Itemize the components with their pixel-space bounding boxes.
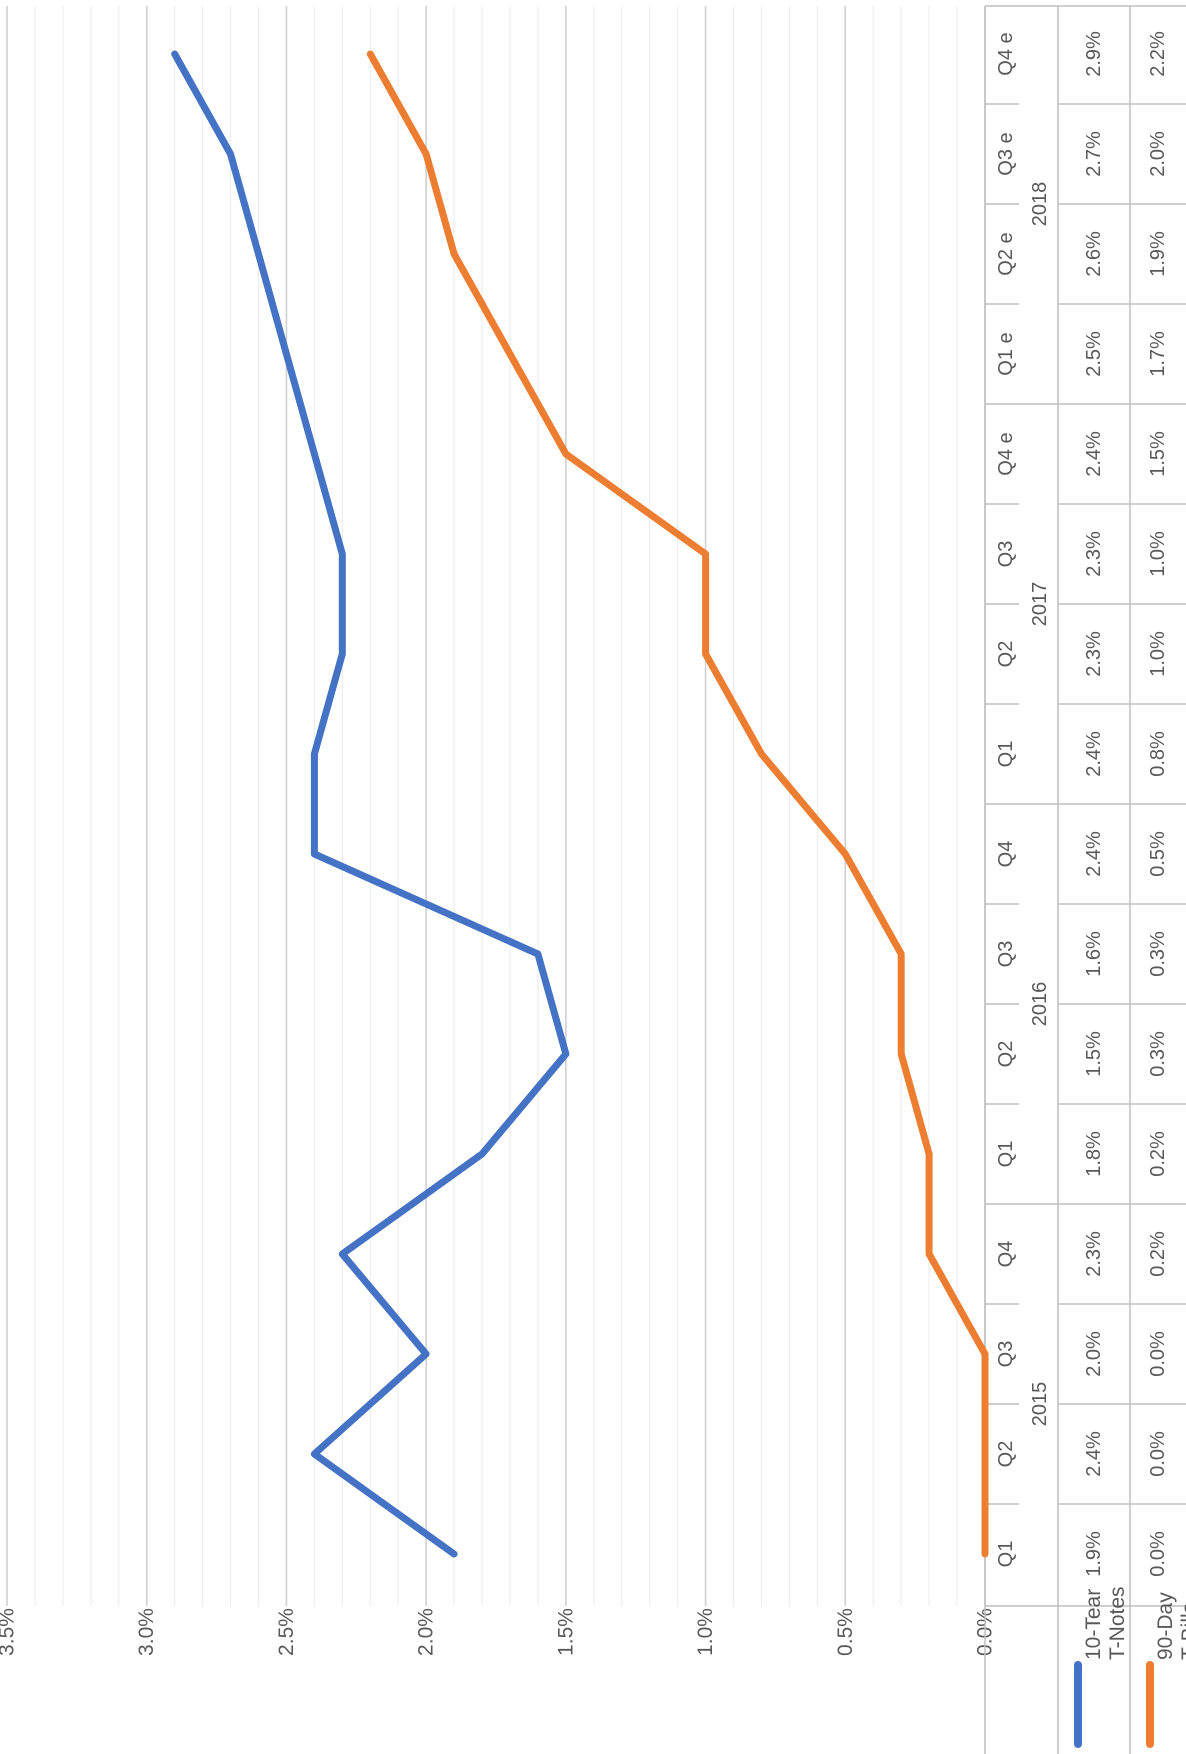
year-label: 2016 xyxy=(1029,982,1051,1027)
data-cell-value: 1.0% xyxy=(1147,631,1169,677)
legend-label-2: 90-DayT-Bills xyxy=(1154,1592,1186,1660)
data-cell-value: 0.8% xyxy=(1147,731,1169,777)
y-tick-label: 2.0% xyxy=(415,1608,438,1656)
category-label: Q4 xyxy=(995,841,1017,868)
year-label: 2017 xyxy=(1029,582,1051,627)
data-cell-value: 1.7% xyxy=(1147,331,1169,377)
category-label: Q1 xyxy=(995,1541,1017,1568)
data-cell-value: 2.4% xyxy=(1083,1431,1105,1477)
data-cell-value: 0.5% xyxy=(1147,831,1169,877)
data-cell-value: 0.2% xyxy=(1147,1131,1169,1177)
legend-label-line: T-Notes xyxy=(1106,1586,1129,1660)
data-cell-value: 0.3% xyxy=(1147,931,1169,977)
data-cell-value: 2.0% xyxy=(1147,131,1169,177)
category-label: Q3 xyxy=(995,541,1017,568)
data-cell-value: 1.8% xyxy=(1083,1131,1105,1177)
legend-label-line: 90-Day xyxy=(1154,1592,1177,1660)
legend-label-line: 10-Tear xyxy=(1082,1589,1105,1660)
category-label: Q2 xyxy=(995,1441,1017,1468)
data-cell-value: 1.6% xyxy=(1083,931,1105,977)
data-cell-value: 2.4% xyxy=(1083,831,1105,877)
category-label: Q3 xyxy=(995,1341,1017,1368)
y-tick-label: 1.0% xyxy=(694,1608,717,1656)
series-line-1 xyxy=(171,50,570,1558)
data-cell-value: 1.9% xyxy=(1083,1531,1105,1577)
category-label: Q2 xyxy=(995,1041,1017,1068)
data-cell-value: 1.9% xyxy=(1147,231,1169,277)
category-label: Q1 e xyxy=(995,332,1017,375)
category-label: Q4 e xyxy=(995,432,1017,475)
data-cell-value: 2.2% xyxy=(1147,31,1169,77)
data-cell-value: 0.3% xyxy=(1147,1031,1169,1077)
data-cell-value: 0.2% xyxy=(1147,1231,1169,1277)
series-line-2 xyxy=(366,50,989,1558)
data-cell-value: 2.5% xyxy=(1083,331,1105,377)
category-label: Q4 e xyxy=(995,32,1017,75)
y-tick-label: 3.5% xyxy=(0,1608,19,1656)
data-cell-value: 2.4% xyxy=(1083,731,1105,777)
category-label: Q3 xyxy=(995,941,1017,968)
data-cell-value: 0.0% xyxy=(1147,1531,1169,1577)
data-cell-value: 1.0% xyxy=(1147,531,1169,577)
year-label: 2015 xyxy=(1029,1382,1051,1427)
data-cell-value: 2.6% xyxy=(1083,231,1105,277)
year-label: 2018 xyxy=(1029,182,1051,227)
category-label: Q4 xyxy=(995,1241,1017,1268)
data-cell-value: 0.0% xyxy=(1147,1331,1169,1377)
data-cell-value: 2.0% xyxy=(1083,1331,1105,1377)
data-cell-value: 1.5% xyxy=(1083,1031,1105,1077)
category-label: Q1 xyxy=(995,741,1017,768)
data-table: Q1 Q2 Q3 Q4 Q1 Q2 Q3 Q4 Q1 Q2 Q3 Q4 e Q1 e Q2 e Q3 e Q4… xyxy=(984,5,1186,1754)
data-cell-value: 2.3% xyxy=(1083,531,1105,577)
data-cell-value: 0.0% xyxy=(1147,1431,1169,1477)
data-cell-value: 1.5% xyxy=(1147,431,1169,477)
data-cell-value: 2.4% xyxy=(1083,431,1105,477)
y-tick-label: 0.5% xyxy=(834,1608,857,1656)
y-tick-label: 1.5% xyxy=(554,1608,577,1656)
data-cell-value: 2.3% xyxy=(1083,631,1105,677)
category-label: Q2 e xyxy=(995,232,1017,275)
category-label: Q2 xyxy=(995,641,1017,668)
legend-label-line: T-Bills xyxy=(1178,1603,1186,1660)
gridlines xyxy=(6,6,986,1606)
data-cell-value: 2.3% xyxy=(1083,1231,1105,1277)
data-cell-value: 2.9% xyxy=(1083,31,1105,77)
legend-label-1: 10-TearT-Notes xyxy=(1082,1586,1129,1660)
data-cell-value: 2.7% xyxy=(1083,131,1105,177)
series-lines xyxy=(171,50,989,1558)
y-tick-label: 2.5% xyxy=(275,1608,298,1656)
y-axis-tick-labels: 0.0%0.5%1.0%1.5%2.0%2.5%3.0%3.5% xyxy=(0,1608,997,1656)
y-tick-label: 3.0% xyxy=(135,1608,158,1656)
category-label: Q3 e xyxy=(995,132,1017,175)
category-label: Q1 xyxy=(995,1141,1017,1168)
